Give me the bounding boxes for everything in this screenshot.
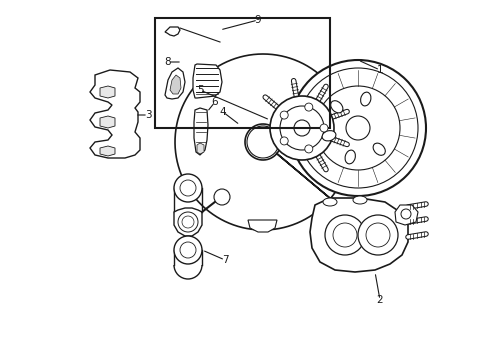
Polygon shape — [310, 198, 408, 272]
Circle shape — [305, 145, 313, 153]
Polygon shape — [193, 64, 222, 98]
Ellipse shape — [373, 143, 385, 155]
Circle shape — [178, 212, 198, 232]
Polygon shape — [165, 68, 185, 99]
Circle shape — [294, 120, 310, 136]
Ellipse shape — [361, 92, 371, 106]
Circle shape — [346, 116, 370, 140]
Polygon shape — [100, 86, 115, 98]
Text: 8: 8 — [165, 57, 172, 67]
Circle shape — [280, 111, 288, 119]
Text: 4: 4 — [220, 107, 226, 117]
Circle shape — [366, 223, 390, 247]
Circle shape — [358, 215, 398, 255]
Ellipse shape — [323, 198, 337, 206]
Circle shape — [305, 103, 313, 111]
Polygon shape — [248, 220, 277, 232]
Circle shape — [247, 126, 279, 158]
Bar — [155, 18, 330, 128]
Polygon shape — [175, 54, 351, 230]
Circle shape — [182, 216, 194, 228]
Circle shape — [290, 60, 426, 196]
Polygon shape — [100, 146, 115, 156]
Circle shape — [333, 223, 357, 247]
Circle shape — [214, 189, 230, 205]
Circle shape — [280, 137, 288, 145]
Circle shape — [180, 180, 196, 196]
Ellipse shape — [331, 101, 343, 113]
Text: 7: 7 — [221, 255, 228, 265]
Circle shape — [174, 236, 202, 264]
Circle shape — [280, 106, 324, 150]
Ellipse shape — [322, 131, 336, 141]
Circle shape — [180, 242, 196, 258]
Circle shape — [320, 124, 328, 132]
Text: 1: 1 — [377, 65, 383, 75]
Text: 6: 6 — [212, 97, 219, 107]
Polygon shape — [395, 205, 418, 225]
Circle shape — [298, 68, 418, 188]
Circle shape — [316, 86, 400, 170]
Ellipse shape — [353, 196, 367, 204]
Polygon shape — [165, 27, 180, 36]
Polygon shape — [170, 75, 181, 94]
Text: 2: 2 — [377, 295, 383, 305]
Polygon shape — [90, 70, 140, 158]
Circle shape — [401, 209, 411, 219]
Text: 9: 9 — [255, 15, 261, 25]
Circle shape — [174, 174, 202, 202]
Polygon shape — [194, 108, 208, 155]
Polygon shape — [197, 143, 204, 154]
Circle shape — [325, 215, 365, 255]
Text: 5: 5 — [196, 85, 203, 95]
Circle shape — [270, 96, 334, 160]
Text: 3: 3 — [145, 110, 151, 120]
Ellipse shape — [345, 150, 355, 164]
Polygon shape — [100, 116, 115, 128]
Polygon shape — [174, 208, 202, 236]
